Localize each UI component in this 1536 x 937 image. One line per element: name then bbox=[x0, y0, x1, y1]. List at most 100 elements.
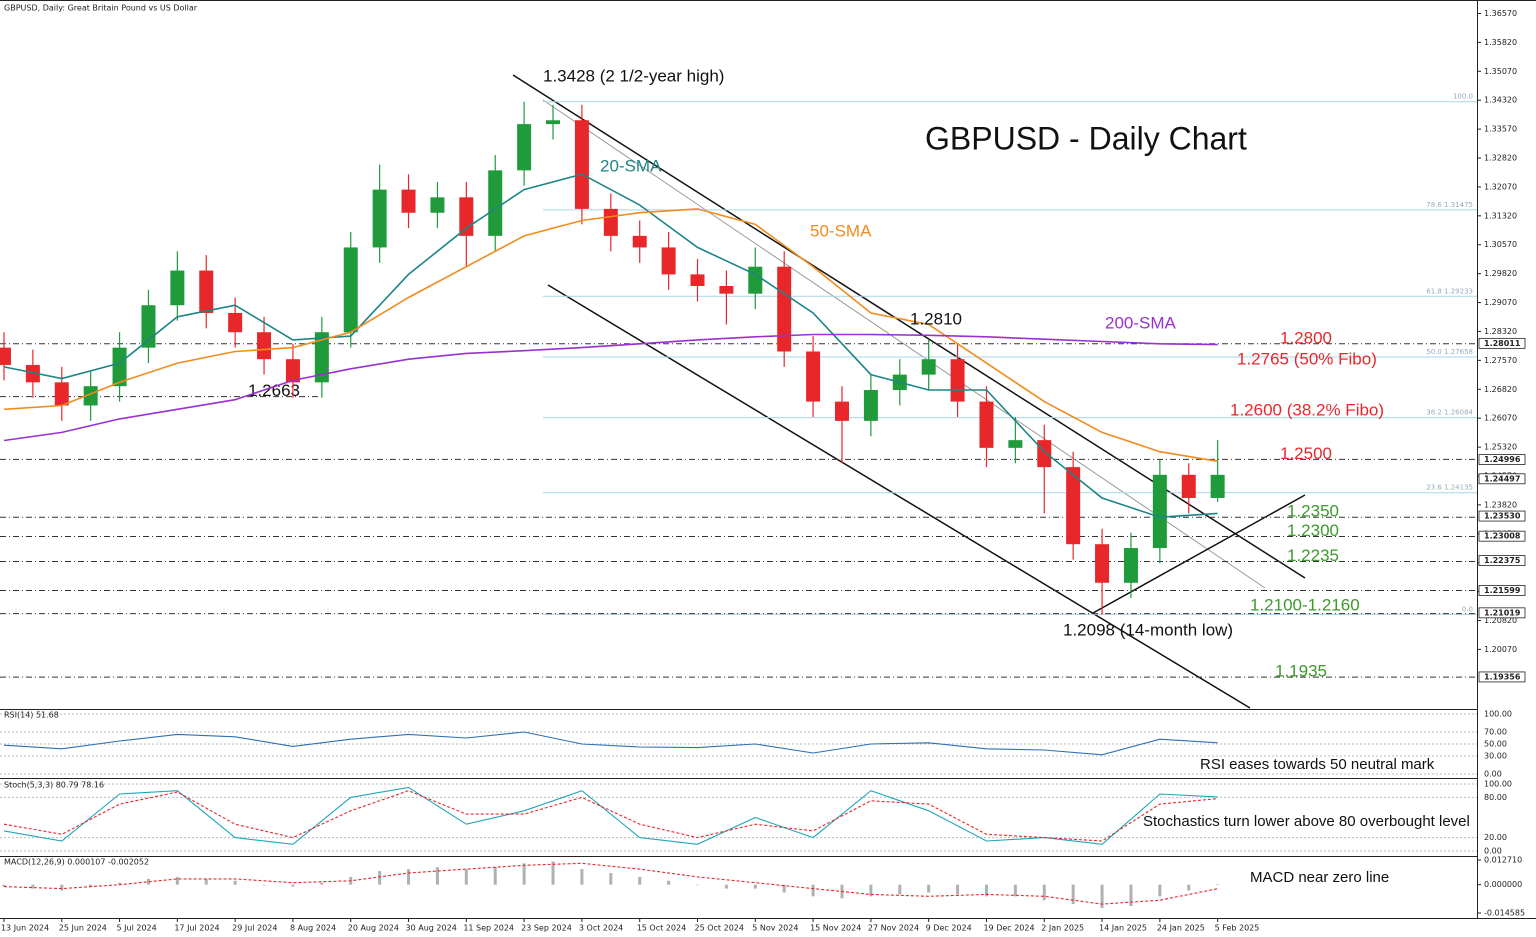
y-tick-label: 1.32070 bbox=[1484, 182, 1517, 191]
candle-body bbox=[1181, 474, 1196, 498]
level-label: 1.2235 bbox=[1287, 546, 1339, 565]
panel-annotation: RSI eases towards 50 neutral mark bbox=[1200, 756, 1435, 773]
y-tick-label: 100.00 bbox=[1484, 710, 1512, 719]
annotation: 1.2100-1.2160 bbox=[1250, 595, 1360, 614]
y-tick-label: 1.20820 bbox=[1484, 616, 1517, 625]
indicator-line bbox=[3, 208, 1218, 463]
x-tick-label: 20 Aug 2024 bbox=[348, 924, 399, 933]
x-tick-label: 5 Feb 2025 bbox=[1215, 924, 1260, 933]
macd-bar bbox=[233, 880, 237, 885]
level-label: 1.2800 bbox=[1280, 328, 1332, 347]
channel-lower bbox=[547, 284, 1251, 709]
price-tag bbox=[1478, 337, 1526, 349]
series-label: 20-SMA bbox=[600, 156, 662, 175]
x-tick-label: 24 Jan 2025 bbox=[1157, 924, 1205, 933]
candle-body bbox=[459, 197, 474, 236]
macd-bar bbox=[204, 878, 208, 885]
price-tag bbox=[1478, 473, 1526, 485]
macd-bar bbox=[1013, 884, 1017, 897]
x-tick-label: 9 Dec 2024 bbox=[926, 924, 972, 933]
annotation: 1.2098 (14-month low) bbox=[1063, 620, 1233, 639]
candle-body bbox=[170, 270, 185, 306]
level-label: 1.2663 bbox=[248, 381, 300, 400]
macd-bar bbox=[609, 873, 613, 885]
candle-body bbox=[285, 359, 300, 383]
y-tick-label: 1.29070 bbox=[1484, 298, 1517, 307]
candle-body bbox=[863, 390, 878, 421]
macd-bar bbox=[956, 884, 960, 895]
macd-bar bbox=[89, 884, 93, 887]
candle-body bbox=[950, 359, 965, 402]
y-tick-label: 1.29820 bbox=[1484, 269, 1517, 278]
x-tick-label: 17 Jul 2024 bbox=[174, 924, 219, 933]
candle-body bbox=[1066, 467, 1081, 545]
candle-body bbox=[54, 382, 69, 406]
indicator-line bbox=[3, 790, 1218, 842]
candle-body bbox=[574, 120, 589, 209]
level-label: 1.2500 bbox=[1280, 444, 1332, 463]
fibo-label: 61.8 1.29233 bbox=[1426, 287, 1473, 295]
macd-bar bbox=[175, 876, 179, 885]
y-tick-label: 1.27570 bbox=[1484, 356, 1517, 365]
support-line bbox=[1092, 494, 1306, 614]
y-tick-label: 30.00 bbox=[1484, 752, 1507, 761]
x-tick-label: 29 Jul 2024 bbox=[232, 924, 277, 933]
level-label: 1.1935 bbox=[1275, 662, 1327, 681]
candle-body bbox=[343, 247, 358, 333]
indicator-line bbox=[3, 173, 1218, 519]
candle-body bbox=[1037, 440, 1052, 468]
trendlines bbox=[512, 74, 1306, 709]
macd-bar bbox=[551, 861, 555, 885]
indicator-line bbox=[3, 862, 1218, 905]
macd-bar bbox=[753, 884, 757, 889]
candle-body bbox=[690, 274, 705, 286]
candle-body bbox=[546, 120, 561, 125]
channel-upper bbox=[512, 74, 1306, 579]
x-tick-label: 25 Oct 2024 bbox=[695, 924, 744, 933]
y-tick-label: -0.014585 bbox=[1484, 909, 1525, 918]
price-tag bbox=[1478, 510, 1526, 522]
macd-bar bbox=[667, 880, 671, 885]
macd-bar bbox=[869, 884, 873, 897]
candle-body bbox=[1123, 548, 1138, 583]
price-tag bbox=[1478, 454, 1526, 465]
price-tag bbox=[1478, 671, 1526, 683]
price-tag bbox=[1478, 585, 1526, 596]
macd-bar bbox=[1071, 884, 1075, 905]
y-tick-label: 0.00 bbox=[1484, 770, 1502, 779]
candle-body bbox=[83, 386, 98, 406]
macd-bar bbox=[407, 869, 411, 885]
price-tag-label: 1.22375 bbox=[1484, 556, 1521, 565]
y-tick-label: 1.23820 bbox=[1484, 500, 1517, 509]
macd-bar bbox=[811, 884, 815, 897]
price-tag-label: 1.19356 bbox=[1484, 672, 1521, 681]
level-label: 1.2350 bbox=[1287, 502, 1339, 521]
candle-body bbox=[979, 401, 994, 448]
channel-mid bbox=[542, 99, 1266, 589]
indicator-line bbox=[3, 333, 1218, 442]
y-tick-label: 50.00 bbox=[1484, 740, 1507, 749]
candle-body bbox=[834, 401, 849, 421]
price-tag-label: 1.24996 bbox=[1484, 455, 1521, 464]
candle-body bbox=[199, 270, 214, 313]
y-tick-label: 1.25320 bbox=[1484, 443, 1517, 452]
macd-bar bbox=[2, 884, 6, 887]
y-tick-label: 20.00 bbox=[1484, 833, 1507, 842]
x-tick-label: 11 Sep 2024 bbox=[463, 924, 514, 933]
macd-bar bbox=[1216, 884, 1220, 885]
x-tick-label: 15 Oct 2024 bbox=[637, 924, 686, 933]
candle-body bbox=[777, 266, 792, 352]
x-tick-label: 25 Jun 2024 bbox=[59, 924, 107, 933]
candle-body bbox=[141, 305, 156, 348]
macd-bar bbox=[580, 869, 584, 885]
candle-body bbox=[228, 312, 243, 333]
macd-bar bbox=[118, 882, 122, 885]
price-tag bbox=[1478, 607, 1526, 619]
x-tick-label: 2 Jan 2025 bbox=[1041, 924, 1084, 933]
candle-body bbox=[806, 351, 821, 402]
y-tick-label: 1.28320 bbox=[1484, 327, 1517, 336]
panel-title: RSI(14) 51.68 bbox=[4, 711, 59, 720]
y-tick-label: 1.30570 bbox=[1484, 240, 1517, 249]
x-tick-label: 14 Jan 2025 bbox=[1099, 924, 1147, 933]
